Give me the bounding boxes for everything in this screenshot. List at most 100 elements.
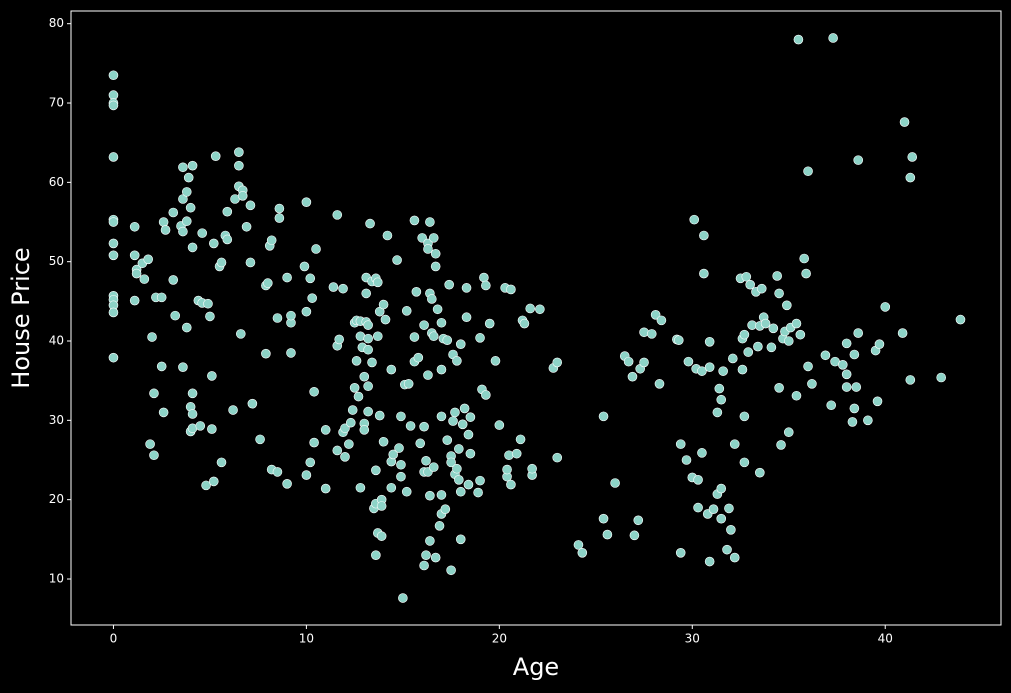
point bbox=[320, 425, 331, 435]
x-tick-label: 10 bbox=[299, 632, 314, 646]
point bbox=[863, 415, 873, 426]
point bbox=[849, 403, 860, 414]
point bbox=[444, 279, 454, 290]
point bbox=[527, 463, 537, 474]
point bbox=[907, 152, 918, 162]
y-tick-label: 70 bbox=[49, 96, 64, 110]
point bbox=[286, 310, 296, 321]
point bbox=[623, 356, 634, 367]
axes-frame bbox=[70, 10, 1002, 626]
point bbox=[430, 552, 441, 563]
point bbox=[376, 501, 387, 511]
point bbox=[160, 225, 171, 235]
point bbox=[455, 486, 466, 497]
point bbox=[398, 593, 408, 603]
point bbox=[392, 255, 402, 265]
point bbox=[602, 529, 613, 540]
point bbox=[187, 242, 198, 253]
point bbox=[799, 253, 809, 264]
point bbox=[371, 465, 381, 476]
point bbox=[430, 248, 441, 259]
point bbox=[452, 463, 462, 474]
point bbox=[841, 382, 852, 392]
point bbox=[440, 504, 451, 514]
point bbox=[490, 356, 501, 366]
point bbox=[423, 370, 433, 380]
point bbox=[131, 268, 142, 279]
point bbox=[654, 379, 665, 389]
point bbox=[108, 70, 119, 81]
point bbox=[328, 282, 339, 292]
point bbox=[222, 206, 233, 217]
point bbox=[108, 250, 119, 261]
point bbox=[899, 117, 910, 127]
point bbox=[897, 328, 908, 338]
point bbox=[208, 238, 219, 249]
point bbox=[455, 534, 466, 545]
point bbox=[428, 462, 439, 472]
point bbox=[309, 386, 319, 397]
point bbox=[419, 560, 429, 571]
point bbox=[203, 298, 213, 309]
point bbox=[158, 407, 169, 418]
point bbox=[837, 360, 848, 370]
point bbox=[430, 261, 441, 272]
point bbox=[793, 34, 804, 45]
point bbox=[185, 202, 196, 213]
point bbox=[234, 160, 244, 171]
y-axis-label: House Price bbox=[7, 247, 35, 388]
point bbox=[274, 203, 285, 214]
point bbox=[187, 409, 198, 419]
point bbox=[222, 234, 233, 245]
point bbox=[454, 444, 464, 454]
point bbox=[208, 476, 219, 487]
point bbox=[457, 419, 468, 430]
point bbox=[245, 200, 256, 211]
point bbox=[216, 457, 227, 468]
point bbox=[129, 295, 140, 306]
point bbox=[689, 214, 700, 225]
point bbox=[465, 412, 476, 422]
point bbox=[739, 457, 750, 468]
point bbox=[428, 233, 439, 243]
point bbox=[210, 151, 221, 161]
point bbox=[639, 357, 649, 368]
point bbox=[955, 314, 966, 325]
point bbox=[463, 479, 474, 490]
point bbox=[461, 312, 472, 323]
point bbox=[776, 440, 786, 450]
point bbox=[282, 272, 292, 283]
point bbox=[905, 375, 916, 385]
point bbox=[423, 244, 433, 254]
point bbox=[415, 438, 426, 449]
point bbox=[841, 369, 852, 380]
point bbox=[783, 427, 794, 438]
point bbox=[413, 352, 424, 363]
point bbox=[446, 457, 456, 468]
point bbox=[880, 302, 891, 312]
point bbox=[301, 306, 312, 317]
point bbox=[724, 503, 734, 514]
point bbox=[502, 464, 512, 475]
point bbox=[332, 445, 343, 456]
point bbox=[129, 221, 140, 232]
point bbox=[708, 504, 719, 514]
point bbox=[461, 283, 472, 293]
point bbox=[704, 362, 715, 372]
point bbox=[363, 381, 373, 392]
point bbox=[378, 436, 389, 447]
y-tick-label: 10 bbox=[49, 571, 64, 585]
point bbox=[401, 306, 412, 316]
point bbox=[675, 439, 686, 449]
point bbox=[552, 452, 563, 463]
point bbox=[205, 311, 215, 322]
point bbox=[442, 435, 453, 445]
point bbox=[305, 273, 316, 284]
point bbox=[340, 452, 350, 462]
point bbox=[716, 394, 727, 405]
point bbox=[801, 268, 811, 279]
point bbox=[417, 233, 427, 243]
point bbox=[463, 429, 474, 440]
